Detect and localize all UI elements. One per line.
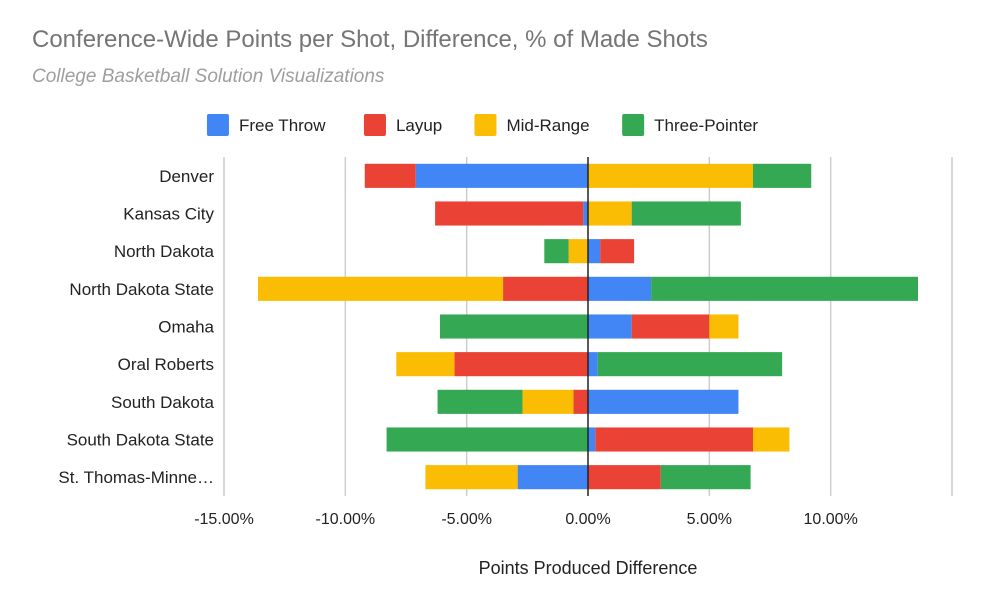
y-tick-label: South Dakota <box>111 393 215 412</box>
bar-oral-roberts-free-throw[interactable] <box>588 352 598 377</box>
bars <box>257 163 919 490</box>
bar-north-dakota-state-three-pointer[interactable] <box>651 276 919 301</box>
y-tick-label: Denver <box>159 167 214 186</box>
y-tick-label: Omaha <box>158 318 214 337</box>
bar-south-dakota-state-mid-range[interactable] <box>753 427 790 452</box>
chart-subtitle: College Basketball Solution Visualizatio… <box>32 66 385 87</box>
legend-label-mid-range[interactable]: Mid-Range <box>506 116 589 135</box>
bar-st-thomas-minne-three-pointer[interactable] <box>660 465 751 490</box>
legend-swatch-free-throw <box>206 114 229 136</box>
legend-label-layup[interactable]: Layup <box>396 116 442 135</box>
bar-north-dakota-state-layup[interactable] <box>503 276 588 301</box>
legend-swatch-layup <box>363 114 386 136</box>
bar-north-dakota-layup[interactable] <box>600 239 635 264</box>
y-tick-label: St. Thomas-Minne… <box>58 468 214 487</box>
bar-north-dakota-state-free-throw[interactable] <box>588 276 652 301</box>
bar-omaha-mid-range[interactable] <box>709 314 739 339</box>
legend: Free Throw Layup Mid-Range Three-Pointer <box>206 114 758 136</box>
x-tick-label: 5.00% <box>687 511 732 528</box>
x-tick-label: -5.00% <box>441 511 492 528</box>
y-tick-label: North Dakota <box>114 242 215 261</box>
bar-denver-free-throw[interactable] <box>415 163 588 188</box>
bar-st-thomas-minne-layup[interactable] <box>588 465 661 490</box>
y-tick-label: Oral Roberts <box>118 355 214 374</box>
bar-st-thomas-minne-free-throw[interactable] <box>517 465 588 490</box>
y-tick-label: South Dakota State <box>67 431 214 450</box>
x-tick-label: 10.00% <box>804 511 858 528</box>
legend-swatch-three-pointer <box>622 114 645 136</box>
bar-south-dakota-state-free-throw[interactable] <box>588 427 596 452</box>
bar-oral-roberts-layup[interactable] <box>454 352 588 377</box>
bar-kansas-city-free-throw[interactable] <box>583 201 588 226</box>
axes: -15.00% -10.00% -5.00% 0.00% 5.00% 10.00% Denv… <box>58 157 858 528</box>
y-tick-label: North Dakota State <box>69 280 214 299</box>
bar-denver-mid-range[interactable] <box>588 163 754 188</box>
bar-denver-layup[interactable] <box>364 163 416 188</box>
bar-kansas-city-layup[interactable] <box>435 201 584 226</box>
bar-north-dakota-mid-range[interactable] <box>568 239 588 264</box>
chart-title: Conference-Wide Points per Shot, Differe… <box>32 26 708 53</box>
bar-kansas-city-three-pointer[interactable] <box>631 201 741 226</box>
bar-omaha-layup[interactable] <box>631 314 710 339</box>
bar-north-dakota-free-throw[interactable] <box>588 239 601 264</box>
x-tick-label: 0.00% <box>565 511 610 528</box>
bar-south-dakota-state-three-pointer[interactable] <box>386 427 588 452</box>
bar-south-dakota-state-layup[interactable] <box>595 427 754 452</box>
bar-omaha-three-pointer[interactable] <box>439 314 588 339</box>
x-axis-label: Points Produced Difference <box>479 558 698 578</box>
bar-oral-roberts-three-pointer[interactable] <box>597 352 783 377</box>
bar-south-dakota-three-pointer[interactable] <box>437 389 523 414</box>
bar-south-dakota-layup[interactable] <box>573 389 588 414</box>
bar-oral-roberts-mid-range[interactable] <box>396 352 455 377</box>
legend-swatch-mid-range <box>474 114 497 136</box>
bar-south-dakota-free-throw[interactable] <box>588 389 739 414</box>
legend-label-free-throw[interactable]: Free Throw <box>239 116 326 135</box>
bar-north-dakota-three-pointer[interactable] <box>544 239 569 264</box>
bar-south-dakota-mid-range[interactable] <box>522 389 574 414</box>
bar-denver-three-pointer[interactable] <box>753 163 812 188</box>
bar-omaha-free-throw[interactable] <box>588 314 632 339</box>
bar-north-dakota-state-mid-range[interactable] <box>257 276 504 301</box>
y-tick-label: Kansas City <box>123 205 214 224</box>
x-tick-label: -15.00% <box>194 511 254 528</box>
bar-st-thomas-minne-mid-range[interactable] <box>425 465 518 490</box>
x-tick-label: -10.00% <box>316 511 376 528</box>
legend-label-three-pointer[interactable]: Three-Pointer <box>654 116 758 135</box>
bar-kansas-city-mid-range[interactable] <box>588 201 632 226</box>
